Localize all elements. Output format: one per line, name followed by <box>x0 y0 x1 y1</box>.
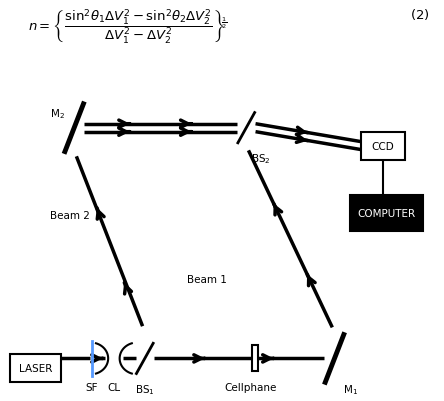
Text: M$_1$: M$_1$ <box>343 382 358 396</box>
Text: $(2)$: $(2)$ <box>410 7 429 22</box>
Bar <box>10 354 61 382</box>
Bar <box>361 132 405 160</box>
Text: SF: SF <box>86 382 98 392</box>
Text: Beam 2: Beam 2 <box>50 211 90 221</box>
Text: CCD: CCD <box>372 141 394 151</box>
Text: M$_2$: M$_2$ <box>51 107 65 120</box>
Text: BS$_2$: BS$_2$ <box>251 152 270 166</box>
Text: COMPUTER: COMPUTER <box>357 209 416 219</box>
Text: BS$_1$: BS$_1$ <box>135 382 155 396</box>
Bar <box>253 346 258 371</box>
Text: CL: CL <box>107 382 120 392</box>
Text: Beam 1: Beam 1 <box>187 274 226 284</box>
Bar <box>350 196 423 231</box>
Text: Cellphane: Cellphane <box>225 382 277 392</box>
Text: LASER: LASER <box>19 363 52 373</box>
Text: $n = \left\{\dfrac{\sin^2\!\theta_1\Delta V_1^2 - \sin^2\!\theta_2\Delta V_2^2}{: $n = \left\{\dfrac{\sin^2\!\theta_1\Delt… <box>28 7 228 46</box>
